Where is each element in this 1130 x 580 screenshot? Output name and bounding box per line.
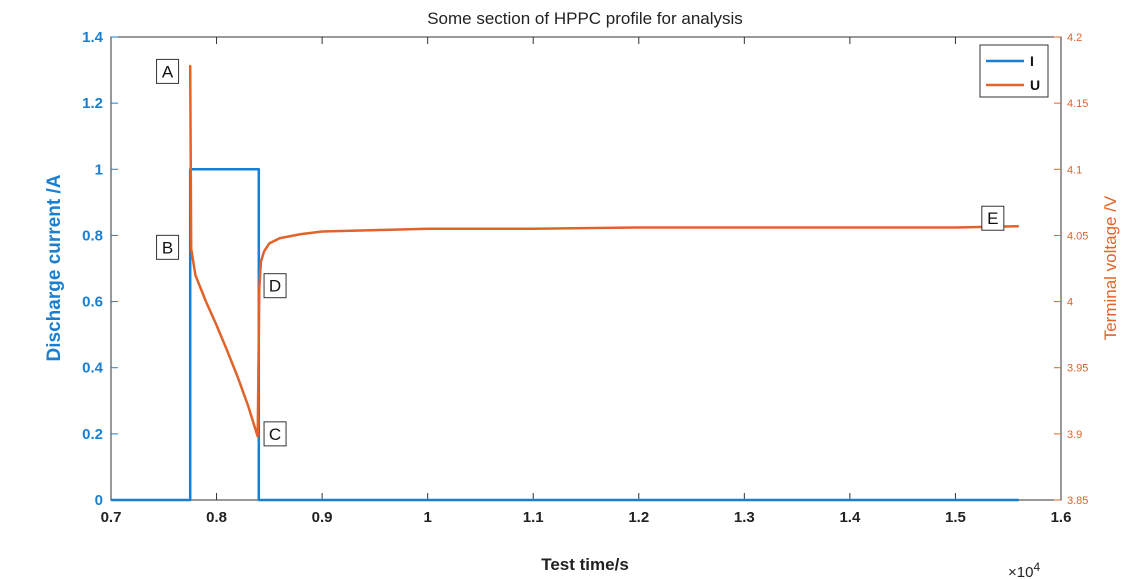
right-y-tick-label: 4.2 (1067, 32, 1082, 44)
annotation-label: B (162, 238, 173, 257)
annotation-box (263, 273, 287, 299)
series-layer (111, 64, 1019, 502)
right-y-tick-label: 3.9 (1067, 429, 1082, 441)
left-y-axis-label: Discharge current /A (44, 174, 65, 361)
x-tick-label: 1 (423, 509, 431, 526)
plot-frame (110, 36, 1062, 501)
legend-label-u: U (1030, 77, 1040, 93)
right-y-axis-label: Terminal voltage /V (1101, 195, 1120, 340)
x-tick-label: 1.5 (945, 509, 966, 526)
annotation-label: A (162, 62, 174, 81)
x-axis: 0.7 0.8 0.9 1 1.1 1.2 1.3 1.4 1.5 1.6 (101, 37, 1072, 526)
left-y-tick-label: 0.6 (82, 294, 103, 311)
left-y-tick-label: 0 (95, 492, 103, 509)
right-y-tick-label: 3.95 (1067, 363, 1088, 375)
right-y-tick-label: 4 (1067, 297, 1073, 309)
series-line-i (111, 168, 1019, 502)
annotation-label: C (269, 425, 281, 444)
annotation-box (263, 421, 287, 447)
left-y-tick-label: 0.2 (82, 426, 103, 443)
legend-box (979, 44, 1049, 98)
x-tick-label: 1.4 (839, 509, 861, 526)
x-tick-label: 0.7 (101, 509, 122, 526)
annotation-e: E (981, 205, 1005, 231)
legend: I U (979, 44, 1049, 98)
left-y-tick-label: 0.8 (82, 227, 103, 244)
x-multiplier-exponent: 4 (1033, 560, 1040, 574)
annotation-box (156, 234, 180, 260)
x-tick-label: 1.1 (523, 509, 544, 526)
annotation-box (981, 205, 1005, 231)
x-tick-label: 1.3 (734, 509, 755, 526)
left-y-axis: 0 0.2 0.4 0.6 0.8 1 1.2 1.4 (82, 29, 118, 509)
x-tick-label: 1.6 (1051, 509, 1072, 526)
left-y-tick-label: 1.4 (82, 29, 104, 46)
annotation-b: B (156, 234, 180, 260)
left-y-tick-label: 1.2 (82, 95, 103, 112)
x-tick-label: 1.2 (628, 509, 649, 526)
right-y-tick-label: 4.05 (1067, 230, 1088, 242)
right-y-tick-label: 4.15 (1067, 98, 1088, 110)
left-y-tick-label: 0.4 (82, 360, 104, 377)
right-y-tick-label: 3.85 (1067, 495, 1088, 507)
right-y-tick-label: 4.1 (1067, 164, 1082, 176)
left-y-tick-label: 1 (95, 161, 103, 178)
x-multiplier: ×104 (1008, 560, 1040, 580)
series-line-u (188, 64, 1019, 438)
annotation-a: A (156, 58, 180, 84)
chart-title: Some section of HPPC profile for analysi… (427, 9, 743, 28)
annotation-layer: A B C D E (156, 58, 1005, 447)
annotation-label: D (269, 277, 281, 296)
annotation-d: D (263, 273, 287, 299)
x-tick-label: 0.8 (206, 509, 227, 526)
x-axis-label: Test time/s (541, 555, 629, 574)
legend-label-i: I (1030, 53, 1034, 69)
x-tick-label: 0.9 (312, 509, 333, 526)
annotation-label: E (987, 209, 998, 228)
annotation-box (156, 58, 180, 84)
right-y-axis: 3.85 3.9 3.95 4 4.05 4.1 4.15 4.2 (1054, 32, 1088, 507)
x-multiplier-base: ×10 (1008, 564, 1033, 580)
annotation-c: C (263, 421, 287, 447)
